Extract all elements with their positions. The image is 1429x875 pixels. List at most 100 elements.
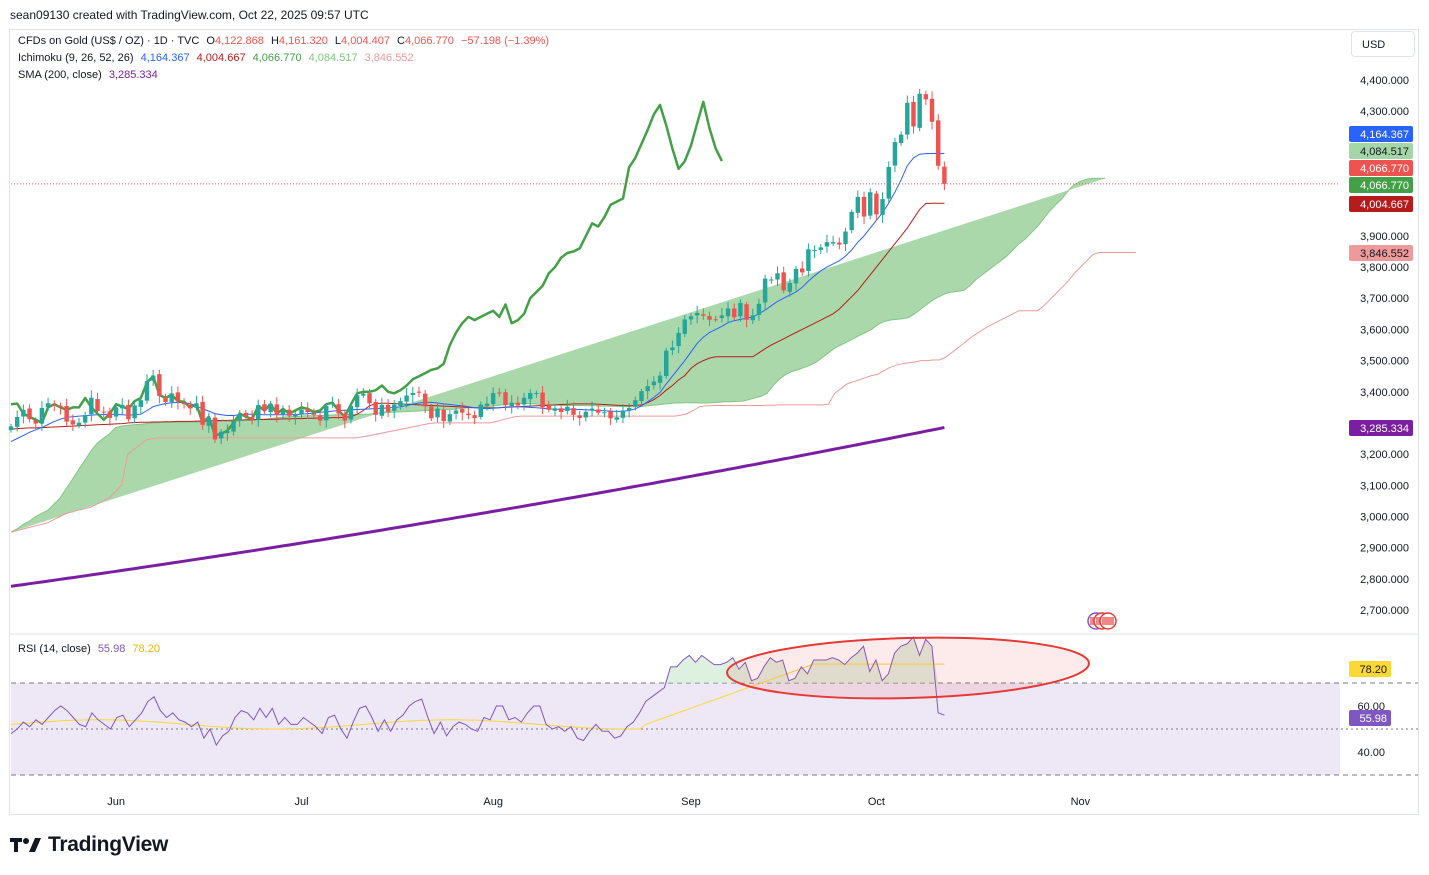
candle[interactable] — [725, 302, 731, 324]
candle[interactable] — [769, 276, 774, 284]
candle[interactable] — [824, 234, 830, 253]
candle[interactable] — [849, 209, 854, 234]
candle[interactable] — [633, 396, 638, 411]
candle[interactable] — [144, 374, 150, 404]
candle[interactable] — [670, 340, 675, 356]
candle[interactable] — [799, 261, 805, 276]
candle[interactable] — [107, 407, 113, 426]
candle[interactable] — [410, 386, 416, 404]
candle[interactable] — [422, 389, 428, 413]
candle[interactable] — [651, 376, 657, 390]
rsi-line[interactable] — [10, 636, 945, 747]
candle[interactable] — [874, 190, 879, 221]
candle[interactable] — [694, 305, 700, 324]
candle[interactable] — [95, 392, 100, 415]
candle[interactable] — [175, 386, 181, 410]
candle[interactable] — [89, 390, 94, 422]
price-scale-label[interactable]: 3,846.552 — [1349, 245, 1413, 261]
candle[interactable] — [490, 387, 496, 411]
candle[interactable] — [169, 386, 174, 408]
candle[interactable] — [218, 429, 224, 445]
candle[interactable] — [354, 388, 360, 414]
candle[interactable] — [509, 395, 514, 414]
candle[interactable] — [738, 299, 743, 322]
candle[interactable] — [150, 369, 156, 386]
ichimoku-legend[interactable]: Ichimoku (9, 26, 52, 26) 4,164.367 4,004… — [18, 52, 418, 64]
candle[interactable] — [181, 398, 187, 409]
candle[interactable] — [707, 311, 712, 326]
tradingview-logo[interactable]: TradingView — [10, 832, 168, 858]
candle[interactable] — [113, 404, 119, 421]
candle[interactable] — [274, 397, 280, 423]
candle[interactable] — [664, 347, 669, 379]
rsi-ma-line[interactable] — [10, 663, 945, 730]
candle[interactable] — [58, 402, 63, 415]
candle[interactable] — [373, 398, 378, 422]
candle[interactable] — [602, 407, 607, 418]
candle[interactable] — [935, 114, 941, 170]
price-scale-label[interactable]: 4,004.667 — [1349, 196, 1413, 212]
candle[interactable] — [793, 265, 799, 291]
economic-event-flag-icon[interactable] — [1099, 612, 1117, 630]
candle[interactable] — [744, 301, 749, 328]
candle[interactable] — [657, 371, 663, 390]
sma-legend[interactable]: SMA (200, close) 3,285.334 — [18, 69, 162, 81]
candle[interactable] — [923, 90, 929, 105]
price-scale-label[interactable]: 4,084.517 — [1349, 143, 1413, 159]
candle[interactable] — [126, 399, 131, 422]
candle[interactable] — [404, 388, 409, 408]
candle[interactable] — [163, 393, 168, 406]
candle[interactable] — [812, 245, 817, 259]
price-scale-label[interactable]: 4,164.367 — [1349, 126, 1413, 142]
rsi-scale-label[interactable]: 55.98 — [1349, 710, 1391, 726]
candle[interactable] — [299, 402, 304, 419]
candle[interactable] — [225, 424, 230, 441]
candle[interactable] — [398, 397, 403, 410]
candle[interactable] — [558, 405, 564, 420]
candle[interactable] — [268, 400, 273, 418]
candle[interactable] — [596, 403, 601, 416]
price-scale-label[interactable]: 3,285.334 — [1349, 420, 1413, 436]
candle[interactable] — [942, 161, 947, 191]
candle[interactable] — [837, 237, 842, 250]
candle[interactable] — [256, 399, 261, 427]
candle[interactable] — [929, 91, 935, 130]
candle[interactable] — [231, 415, 236, 436]
candle[interactable] — [330, 396, 335, 408]
candle[interactable] — [781, 266, 786, 294]
candle[interactable] — [157, 369, 162, 404]
candle[interactable] — [82, 411, 88, 428]
candle[interactable] — [503, 388, 508, 411]
candle[interactable] — [33, 417, 38, 429]
candle[interactable] — [534, 390, 539, 398]
candle[interactable] — [194, 395, 199, 411]
candle[interactable] — [132, 401, 137, 423]
candle[interactable] — [645, 379, 650, 400]
candle[interactable] — [855, 190, 861, 219]
candle[interactable] — [138, 397, 144, 414]
candle[interactable] — [188, 401, 193, 415]
candle[interactable] — [676, 327, 681, 354]
candle[interactable] — [429, 403, 434, 422]
candle[interactable] — [237, 410, 242, 427]
candle[interactable] — [515, 396, 521, 410]
rsi-scale-label[interactable]: 78.20 — [1349, 661, 1391, 677]
candle[interactable] — [70, 414, 76, 432]
candle[interactable] — [39, 401, 45, 432]
price-scale-label[interactable]: 4,066.770 — [1349, 160, 1413, 176]
candle[interactable] — [639, 388, 644, 408]
candle[interactable] — [76, 417, 82, 429]
candle[interactable] — [701, 308, 706, 320]
candle[interactable] — [528, 389, 533, 408]
candle[interactable] — [478, 401, 484, 420]
symbol-name[interactable]: CFDs on Gold (US$ / OZ) · 1D · TVC — [18, 35, 200, 47]
candle[interactable] — [64, 398, 69, 427]
candle[interactable] — [120, 398, 125, 415]
candle[interactable] — [293, 411, 298, 425]
candle[interactable] — [886, 161, 891, 203]
candle[interactable] — [392, 399, 397, 419]
candle[interactable] — [305, 402, 310, 419]
candle[interactable] — [280, 405, 286, 419]
candle[interactable] — [262, 399, 267, 414]
candle[interactable] — [620, 404, 626, 424]
